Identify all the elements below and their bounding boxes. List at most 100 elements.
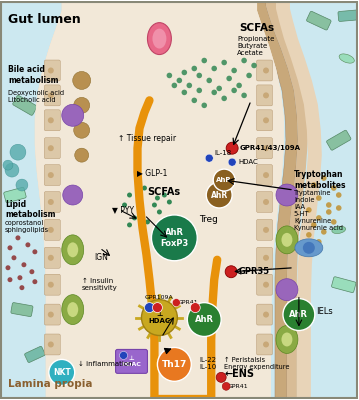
Circle shape	[29, 269, 34, 274]
Ellipse shape	[339, 54, 354, 63]
Circle shape	[228, 158, 236, 166]
Circle shape	[336, 192, 341, 198]
Circle shape	[151, 215, 197, 261]
Circle shape	[10, 144, 26, 160]
Circle shape	[152, 202, 157, 208]
Circle shape	[201, 58, 207, 63]
Ellipse shape	[276, 226, 298, 254]
Text: GPR109A: GPR109A	[145, 295, 174, 300]
Text: SCFAs: SCFAs	[148, 187, 181, 197]
Circle shape	[213, 169, 235, 191]
Polygon shape	[35, 1, 284, 399]
Text: IL-22
IL-10: IL-22 IL-10	[199, 358, 216, 370]
Circle shape	[241, 92, 247, 98]
Circle shape	[5, 265, 10, 270]
Circle shape	[182, 90, 187, 95]
FancyBboxPatch shape	[44, 138, 60, 159]
Text: ▼ PYY: ▼ PYY	[112, 206, 134, 214]
FancyBboxPatch shape	[134, 6, 161, 25]
Circle shape	[48, 255, 54, 261]
Circle shape	[48, 117, 54, 123]
Circle shape	[316, 195, 322, 201]
Circle shape	[137, 208, 142, 212]
Polygon shape	[51, 1, 90, 399]
Circle shape	[222, 382, 230, 390]
Circle shape	[63, 185, 83, 205]
Circle shape	[321, 229, 327, 235]
Text: AhR: AhR	[289, 310, 308, 319]
Ellipse shape	[295, 239, 323, 257]
Circle shape	[19, 285, 24, 290]
Circle shape	[48, 312, 54, 318]
Circle shape	[211, 66, 217, 71]
Circle shape	[216, 86, 222, 91]
Circle shape	[48, 145, 54, 151]
Circle shape	[311, 222, 317, 228]
Circle shape	[263, 255, 269, 261]
Circle shape	[73, 72, 91, 90]
Circle shape	[144, 303, 154, 312]
Text: Lipid
metabolism: Lipid metabolism	[5, 200, 56, 219]
Circle shape	[331, 219, 336, 225]
Circle shape	[32, 249, 37, 254]
FancyBboxPatch shape	[13, 95, 37, 115]
Circle shape	[191, 98, 197, 103]
Circle shape	[48, 68, 54, 74]
FancyBboxPatch shape	[44, 274, 60, 295]
Text: Tryptamine
Indole
IAA
5-HT
Kynurenine
Kynurenie acid: Tryptamine Indole IAA 5-HT Kynurenine Ky…	[294, 190, 343, 231]
FancyBboxPatch shape	[307, 11, 331, 30]
FancyBboxPatch shape	[44, 85, 60, 106]
Circle shape	[142, 186, 147, 190]
FancyBboxPatch shape	[44, 60, 60, 81]
Text: AhR: AhR	[195, 315, 214, 324]
Circle shape	[231, 88, 237, 93]
Text: HDAC: HDAC	[238, 159, 258, 165]
Circle shape	[25, 242, 31, 247]
Circle shape	[127, 222, 132, 227]
Text: ⊥
HDAC: ⊥ HDAC	[148, 311, 171, 324]
Circle shape	[321, 175, 327, 181]
Polygon shape	[35, 1, 82, 399]
Circle shape	[32, 279, 37, 284]
Circle shape	[182, 70, 187, 75]
Circle shape	[141, 300, 177, 336]
Text: ↑ Insulin
sensitivity: ↑ Insulin sensitivity	[82, 278, 117, 291]
Text: ▶ GLP-1: ▶ GLP-1	[137, 168, 168, 177]
Circle shape	[74, 97, 90, 113]
Text: AhR: AhR	[216, 177, 232, 183]
Text: NKT: NKT	[53, 368, 71, 377]
Circle shape	[316, 215, 322, 221]
Circle shape	[276, 184, 298, 206]
Circle shape	[263, 199, 269, 205]
Circle shape	[62, 104, 84, 126]
Circle shape	[246, 73, 252, 78]
Circle shape	[303, 242, 315, 254]
FancyBboxPatch shape	[44, 220, 60, 240]
Circle shape	[48, 172, 54, 178]
FancyBboxPatch shape	[44, 247, 60, 268]
Ellipse shape	[281, 332, 293, 346]
Circle shape	[49, 360, 75, 385]
Circle shape	[306, 207, 312, 213]
Text: ↑ Tissue repair: ↑ Tissue repair	[117, 134, 176, 143]
Ellipse shape	[148, 23, 171, 54]
Circle shape	[263, 117, 269, 123]
Circle shape	[226, 142, 238, 154]
Circle shape	[167, 73, 172, 78]
Circle shape	[201, 102, 207, 108]
Text: IGN: IGN	[95, 253, 108, 262]
Circle shape	[162, 192, 167, 198]
Circle shape	[127, 192, 132, 198]
Circle shape	[167, 200, 172, 204]
FancyBboxPatch shape	[44, 110, 60, 131]
Circle shape	[206, 78, 212, 83]
Circle shape	[211, 90, 217, 95]
Ellipse shape	[153, 29, 166, 48]
Circle shape	[48, 227, 54, 233]
Circle shape	[283, 299, 315, 330]
Ellipse shape	[62, 295, 84, 324]
Circle shape	[206, 182, 232, 208]
FancyBboxPatch shape	[195, 4, 223, 21]
Text: coprostanol
sphingolipids: coprostanol sphingolipids	[5, 220, 49, 233]
Circle shape	[225, 266, 237, 278]
